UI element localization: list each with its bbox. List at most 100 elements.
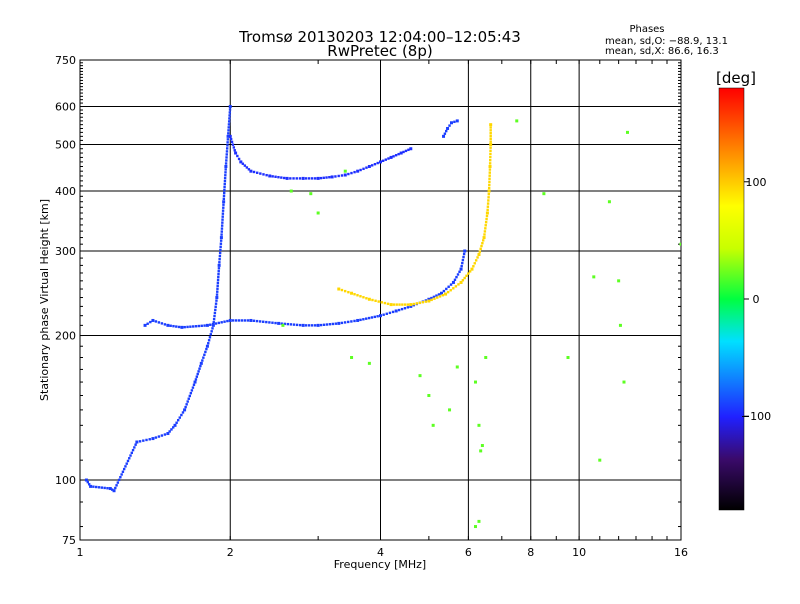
data-point <box>445 129 448 133</box>
data-point <box>489 137 492 141</box>
data-point <box>265 173 268 177</box>
data-point <box>473 262 476 265</box>
data-point <box>449 289 452 292</box>
data-point <box>304 324 308 327</box>
data-point <box>319 323 323 327</box>
data-point <box>454 285 458 288</box>
data-point <box>157 321 161 324</box>
data-point <box>207 339 211 342</box>
data-point <box>477 519 481 523</box>
data-point <box>145 438 148 442</box>
data-point <box>379 160 382 164</box>
data-point <box>330 175 334 179</box>
data-point <box>488 174 491 177</box>
data-point <box>189 391 193 395</box>
data-point <box>460 264 463 268</box>
data-point <box>252 319 256 322</box>
phase-stats-x: mean, sd,X: 86.6, 16.3 <box>605 46 719 57</box>
data-point <box>133 446 136 449</box>
data-point <box>218 251 222 255</box>
data-point <box>340 288 344 292</box>
data-point <box>397 152 400 156</box>
data-point <box>220 321 223 324</box>
data-point <box>453 278 457 281</box>
data-point <box>197 324 201 328</box>
data-point <box>106 487 109 490</box>
data-point <box>283 322 286 326</box>
data-point <box>487 192 491 196</box>
data-point <box>356 318 360 322</box>
data-point <box>310 177 314 180</box>
data-point <box>177 325 181 329</box>
data-point <box>359 318 362 322</box>
data-point <box>100 486 104 489</box>
data-point <box>392 303 396 306</box>
data-point <box>240 319 244 322</box>
data-point <box>489 134 492 138</box>
data-point <box>218 258 221 261</box>
data-point <box>239 160 243 164</box>
data-point <box>214 308 217 312</box>
data-point <box>223 188 226 192</box>
data-point <box>271 175 274 178</box>
x-tick-label: 8 <box>527 546 534 559</box>
data-point <box>228 134 232 138</box>
data-point <box>367 361 371 365</box>
data-point <box>433 297 436 300</box>
x-tick-label: 16 <box>674 546 688 559</box>
data-point <box>180 413 183 417</box>
data-point <box>397 308 401 312</box>
data-point <box>170 428 173 431</box>
data-point <box>214 322 218 325</box>
data-point <box>395 303 398 306</box>
data-point <box>373 162 377 166</box>
data-point <box>343 173 347 177</box>
data-point <box>215 293 219 296</box>
data-point <box>399 151 403 155</box>
data-point <box>356 294 359 297</box>
data-point <box>489 143 493 147</box>
data-point <box>328 176 331 179</box>
data-point <box>214 302 218 305</box>
data-point <box>190 389 194 392</box>
phase-stats-o: mean, sd,O: −88.9, 13.1 <box>605 36 728 47</box>
data-point <box>217 263 221 267</box>
data-point <box>455 275 458 279</box>
data-point <box>387 157 390 160</box>
data-point <box>334 175 337 178</box>
data-point <box>227 120 231 123</box>
colorbar-tick-label: 100 <box>746 176 767 189</box>
data-point <box>281 323 285 327</box>
data-point <box>376 315 379 318</box>
data-point <box>398 303 401 306</box>
data-point <box>194 325 198 328</box>
data-point <box>154 320 158 323</box>
data-point <box>482 236 486 240</box>
data-point <box>143 323 147 327</box>
data-point <box>406 303 410 306</box>
data-point <box>227 123 231 126</box>
data-point <box>130 451 133 455</box>
data-point <box>228 117 231 120</box>
data-point <box>618 323 622 327</box>
data-point <box>301 323 305 327</box>
x-tick-label: 10 <box>572 546 586 559</box>
chart-subtitle: RwPretec (8p) <box>327 42 432 60</box>
data-point <box>274 321 277 325</box>
data-point <box>205 323 209 327</box>
data-point <box>183 408 187 412</box>
data-point <box>487 189 491 193</box>
data-point <box>225 159 228 162</box>
y-tick-label: 100 <box>55 474 76 487</box>
data-point <box>515 119 519 123</box>
data-point <box>221 212 225 215</box>
data-point <box>404 149 408 153</box>
data-point <box>309 192 313 196</box>
data-point <box>477 253 481 257</box>
data-point <box>230 140 234 144</box>
data-point <box>598 458 602 462</box>
data-point <box>211 322 215 326</box>
data-point <box>195 375 199 378</box>
data-point <box>226 319 229 323</box>
data-point <box>445 287 448 291</box>
